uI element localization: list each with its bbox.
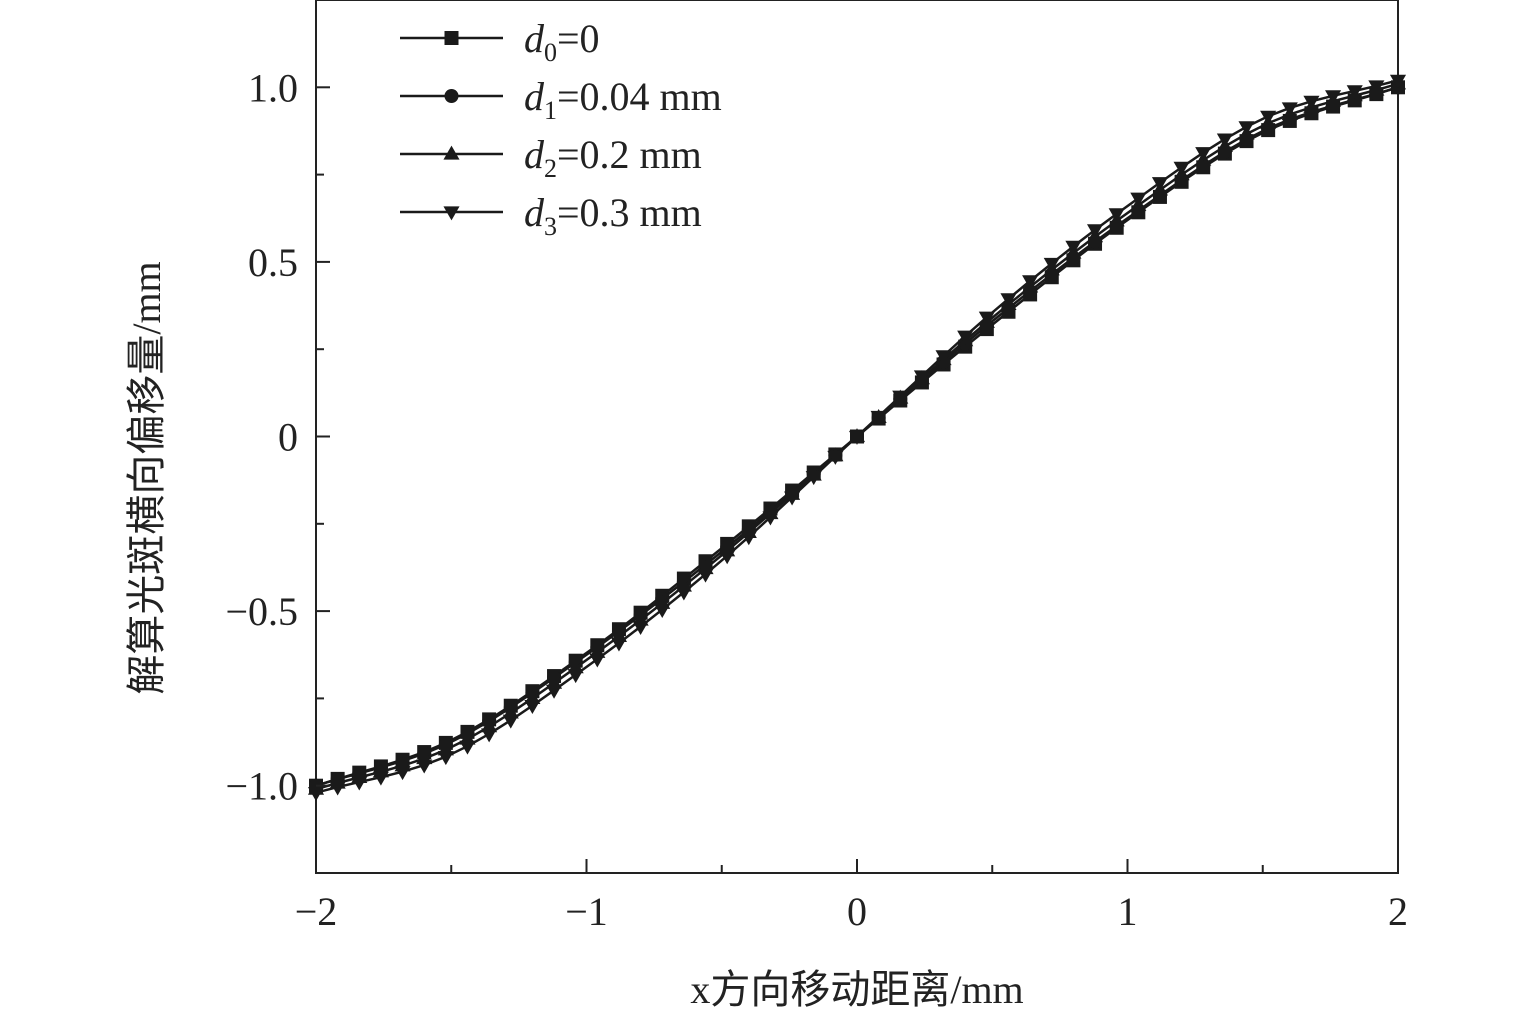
legend-marker [444, 89, 459, 103]
data-point [307, 787, 325, 802]
x-tick-label: 0 [847, 889, 867, 934]
series-triangle-down [307, 74, 1407, 802]
legend-entry: d0=0 [400, 16, 600, 67]
legend-label-value: =0 [557, 16, 600, 61]
data-point [394, 766, 411, 781]
data-point [1216, 133, 1233, 148]
legend-entry: d1=0.04 mm [400, 74, 722, 125]
data-point [589, 653, 606, 668]
y-tick-label: 0 [278, 415, 298, 460]
legend-entry: d3=0.3 mm [400, 190, 702, 241]
x-tick-label: 2 [1388, 889, 1408, 934]
x-axis-title: x方向移动距离/mm [690, 967, 1023, 1012]
data-point [1086, 224, 1104, 239]
legend-label: d2=0.2 mm [524, 132, 702, 183]
data-point [1065, 240, 1082, 255]
legend-marker [443, 145, 460, 160]
legend-label: d1=0.04 mm [524, 74, 722, 125]
legend-label-base: d [524, 190, 545, 235]
data-point [1130, 192, 1147, 207]
y-tick-label: 1.0 [248, 65, 298, 110]
data-point [524, 700, 541, 715]
series-layer [307, 74, 1407, 802]
data-point [957, 330, 974, 345]
legend-label-value: =0.3 mm [557, 190, 702, 235]
y-axis-title: 解算光斑横向偏移量/mm [124, 261, 169, 694]
data-point [762, 511, 779, 526]
data-point [1325, 90, 1342, 105]
data-point [740, 531, 757, 546]
legend-label-value: =0.2 mm [557, 132, 702, 177]
data-point [1368, 80, 1385, 95]
legend-label-base: d [524, 132, 545, 177]
data-point [632, 620, 649, 635]
legend-label-subscript: 3 [544, 212, 557, 241]
data-point [502, 714, 519, 729]
data-point [784, 491, 801, 506]
data-point [1281, 102, 1298, 117]
data-point [545, 684, 563, 699]
legend-label-base: d [524, 74, 545, 119]
data-point [978, 311, 995, 326]
data-point [1238, 121, 1255, 136]
data-point [481, 728, 498, 743]
data-point [1151, 177, 1169, 192]
data-point [654, 603, 671, 618]
data-point [827, 450, 844, 465]
data-point [329, 781, 346, 796]
data-point [437, 751, 454, 766]
data-point [1260, 110, 1277, 125]
y-tick-label: −0.5 [225, 589, 298, 634]
data-point [1195, 147, 1212, 162]
ticks-layer: −2 −1 0 1 2 −1.0 −0.5 0 0.5 1.0 [225, 0, 1408, 934]
data-point [892, 390, 909, 405]
data-point [913, 370, 930, 385]
data-point [935, 350, 952, 365]
data-point [1022, 275, 1039, 290]
y-tick-label: −1.0 [225, 764, 298, 809]
data-point [567, 669, 584, 684]
data-point [870, 410, 887, 425]
legend-label: d3=0.3 mm [524, 190, 702, 241]
legend-label: d0=0 [524, 16, 600, 67]
data-point [675, 586, 692, 601]
legend-marker [444, 31, 459, 45]
data-point [1303, 95, 1320, 110]
data-point [459, 740, 476, 755]
data-point [805, 471, 822, 486]
data-point [848, 430, 866, 445]
legend-label-subscript: 2 [544, 154, 557, 183]
legend-label-value: =0.04 mm [557, 74, 722, 119]
legend-label-subscript: 1 [544, 96, 557, 125]
data-point [610, 637, 628, 652]
data-point [719, 550, 736, 565]
data-point [416, 759, 433, 774]
data-point [372, 771, 389, 786]
data-point [697, 568, 714, 583]
data-point [1346, 85, 1363, 100]
legend-entry: d2=0.2 mm [400, 132, 702, 183]
legend-label-subscript: 0 [544, 38, 557, 67]
legend-label-base: d [524, 16, 545, 61]
data-point [1043, 257, 1060, 272]
x-tick-label: −2 [295, 889, 338, 934]
data-point [1389, 74, 1407, 89]
data-point [1000, 293, 1017, 308]
data-point [1108, 208, 1125, 223]
x-tick-label: 1 [1118, 889, 1138, 934]
legend-marker [443, 206, 460, 221]
y-tick-label: 0.5 [248, 240, 298, 285]
data-point [351, 776, 368, 791]
x-tick-label: −1 [565, 889, 608, 934]
data-point [1173, 161, 1190, 176]
